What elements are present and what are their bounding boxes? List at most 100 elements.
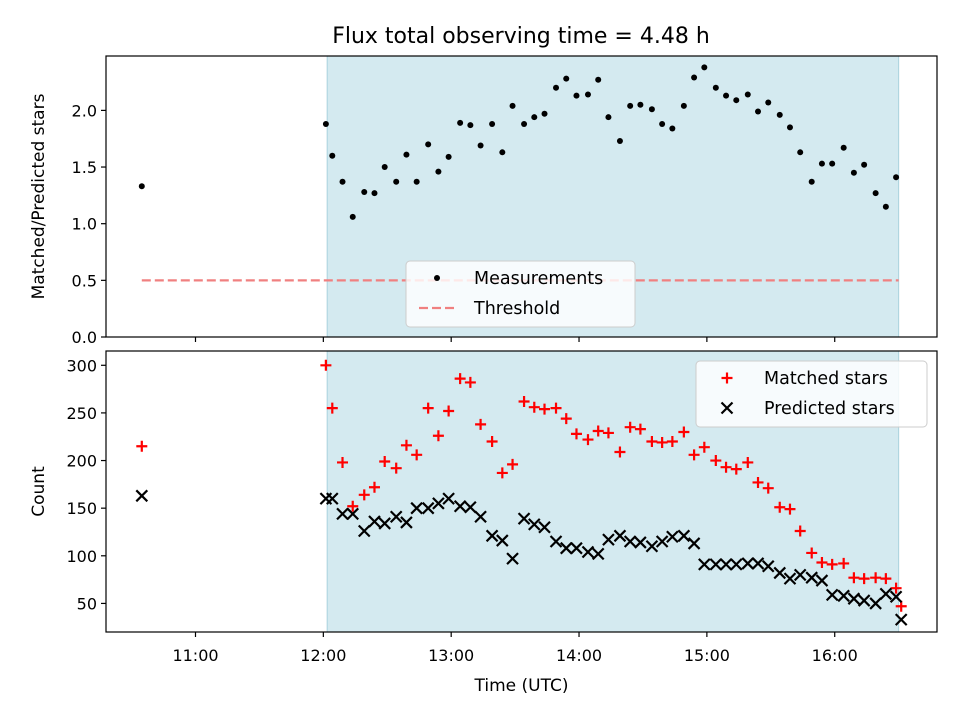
data-point bbox=[797, 149, 804, 156]
data-point bbox=[591, 547, 605, 561]
data-point bbox=[614, 446, 626, 458]
data-point bbox=[701, 64, 708, 71]
data-point bbox=[378, 517, 391, 530]
data-point bbox=[774, 501, 786, 513]
legend-marker-x bbox=[720, 401, 734, 415]
data-point bbox=[858, 573, 870, 585]
data-point bbox=[570, 428, 582, 440]
data-point bbox=[730, 463, 742, 475]
y-tick-label: 300 bbox=[66, 356, 97, 375]
data-point bbox=[784, 503, 796, 515]
y-tick-label: 0.5 bbox=[72, 271, 97, 290]
data-point bbox=[861, 161, 868, 168]
data-point bbox=[806, 547, 818, 559]
data-point bbox=[570, 541, 583, 555]
data-point bbox=[677, 529, 691, 543]
data-point bbox=[138, 183, 145, 190]
x-tick-label: 14:00 bbox=[556, 646, 602, 665]
data-point bbox=[496, 534, 509, 547]
data-point bbox=[616, 137, 623, 144]
data-point bbox=[744, 91, 751, 98]
legend-box bbox=[405, 260, 636, 328]
data-point bbox=[889, 590, 903, 604]
data-point bbox=[326, 492, 339, 505]
data-point bbox=[872, 190, 879, 197]
data-point bbox=[793, 568, 807, 582]
data-point bbox=[411, 449, 423, 461]
data-point bbox=[815, 574, 829, 587]
data-point bbox=[773, 566, 787, 580]
data-point bbox=[691, 74, 698, 81]
data-point bbox=[445, 153, 452, 160]
data-point bbox=[518, 395, 530, 407]
data-point bbox=[435, 168, 442, 175]
y-tick-label: 50 bbox=[77, 594, 97, 613]
x-tick-label: 16:00 bbox=[812, 646, 858, 665]
y-tick-label: 1.0 bbox=[72, 215, 97, 234]
data-point bbox=[730, 558, 743, 571]
data-point bbox=[507, 458, 519, 470]
legend: Matched stars Predicted stars bbox=[695, 360, 928, 428]
data-point bbox=[541, 110, 548, 117]
data-point bbox=[709, 558, 723, 571]
data-point bbox=[783, 572, 797, 585]
axes-frame bbox=[105, 55, 938, 338]
data-point bbox=[413, 178, 420, 185]
legend: Measurements Threshold bbox=[405, 260, 636, 328]
data-point bbox=[882, 203, 889, 210]
data-point bbox=[403, 151, 410, 158]
data-point bbox=[539, 403, 551, 415]
data-point bbox=[464, 500, 477, 514]
legend-label: Threshold bbox=[473, 299, 560, 319]
data-point bbox=[818, 160, 825, 167]
y-tick-label: 200 bbox=[66, 452, 97, 471]
series-0 bbox=[138, 64, 900, 220]
data-point bbox=[869, 597, 882, 610]
data-point bbox=[751, 557, 765, 570]
data-point bbox=[602, 427, 614, 439]
data-point bbox=[457, 119, 464, 126]
data-point bbox=[655, 535, 669, 548]
y-tick-label: 0.0 bbox=[72, 328, 97, 347]
data-point bbox=[582, 434, 594, 446]
data-point bbox=[741, 557, 755, 570]
data-point bbox=[765, 99, 772, 106]
data-point bbox=[521, 120, 528, 127]
data-point bbox=[549, 535, 563, 548]
data-point bbox=[634, 536, 647, 549]
data-point bbox=[879, 587, 893, 601]
x-tick-label: 12:00 bbox=[300, 646, 346, 665]
data-point bbox=[645, 539, 659, 553]
data-point bbox=[346, 507, 360, 521]
data-point bbox=[496, 467, 508, 479]
data-point bbox=[613, 529, 627, 543]
x-tick-label: 13:00 bbox=[428, 646, 474, 665]
data-point bbox=[528, 518, 541, 531]
data-point bbox=[825, 588, 839, 602]
data-point bbox=[329, 152, 336, 159]
y-tick-label: 250 bbox=[66, 404, 97, 423]
data-point bbox=[136, 440, 148, 452]
data-point bbox=[400, 516, 413, 529]
data-point bbox=[550, 402, 562, 414]
data-point bbox=[623, 535, 637, 548]
data-point bbox=[592, 425, 604, 437]
data-point bbox=[563, 75, 570, 82]
data-point bbox=[425, 141, 432, 148]
data-point bbox=[816, 556, 828, 568]
x-tick-label: 15:00 bbox=[684, 646, 730, 665]
data-point bbox=[538, 520, 551, 534]
data-point bbox=[723, 92, 730, 99]
data-point bbox=[528, 401, 540, 413]
y-axis-title: Count bbox=[29, 466, 49, 517]
data-point bbox=[339, 178, 346, 185]
data-point bbox=[712, 84, 719, 91]
x-axis-title: Time (UTC) bbox=[474, 676, 569, 696]
data-point bbox=[634, 423, 646, 435]
data-point bbox=[389, 510, 403, 524]
data-point bbox=[135, 489, 149, 503]
data-point bbox=[719, 558, 733, 571]
y-tick-label: 1.5 bbox=[72, 158, 97, 177]
data-point bbox=[669, 125, 676, 132]
